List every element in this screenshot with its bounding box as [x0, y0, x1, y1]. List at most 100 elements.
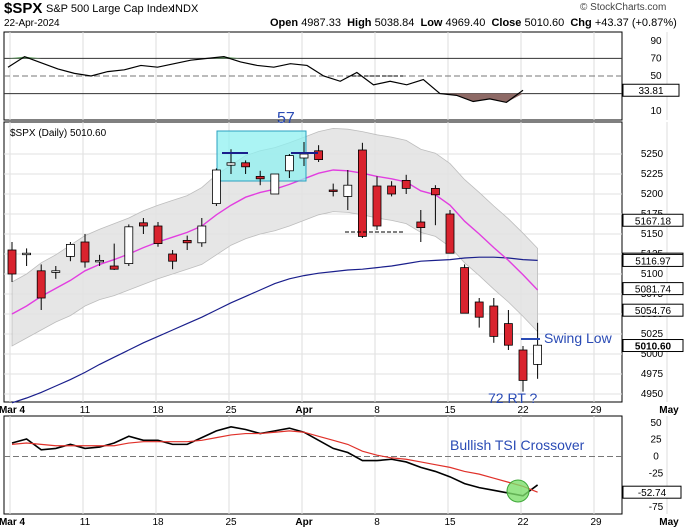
- candle-body: [211, 169, 221, 204]
- ohlc: Open 4987.33 High 5038.84 Low 4969.40 Cl…: [270, 17, 677, 29]
- candle: [416, 210, 426, 242]
- candle: [241, 160, 251, 174]
- price-tag-box: [622, 253, 684, 267]
- x-tick-label: Mar 4: [0, 405, 25, 416]
- candle-body: [357, 149, 367, 237]
- credit: © StockCharts.com: [580, 2, 667, 13]
- price-tag-box: [622, 282, 684, 296]
- price-tag-text: 5116.97: [635, 256, 671, 267]
- price-panel-frame: [3, 121, 623, 403]
- tsi-value-tag-text: -52.74: [638, 488, 667, 499]
- candle: [211, 168, 221, 206]
- candle: [182, 235, 192, 250]
- candle-body: [226, 162, 236, 166]
- candle: [343, 170, 353, 210]
- x-tick-label: 11: [80, 405, 91, 416]
- open-value: 4987.33: [301, 17, 341, 29]
- candle-body: [168, 253, 178, 262]
- candle: [445, 210, 455, 254]
- rsi-tick-label: 90: [650, 36, 662, 47]
- tsi-tick-label: 0: [653, 452, 659, 463]
- candle: [51, 266, 61, 279]
- candle: [401, 174, 411, 194]
- x-tick-label: 18: [152, 517, 164, 528]
- low-value: 4969.40: [445, 17, 486, 29]
- x-tick-label: 8: [374, 517, 380, 528]
- index-name: S&P 500 Large Cap Index: [46, 3, 174, 15]
- x-tick-label: 22: [517, 405, 529, 416]
- candle-body: [328, 189, 338, 192]
- candle-body: [489, 305, 499, 337]
- rt-label: 72 RT ?: [488, 390, 538, 406]
- x-tick-label: 11: [80, 517, 91, 528]
- price-tag: 5167.18: [622, 213, 684, 227]
- candle-body: [241, 162, 251, 168]
- candle-body: [153, 225, 163, 245]
- chg-label: Chg: [570, 17, 592, 29]
- candle-body: [109, 265, 119, 270]
- price-tick-label: 5150: [641, 229, 664, 240]
- candle-body: [7, 249, 17, 275]
- rsi-oversold-fill: [8, 93, 523, 103]
- x-tick-label: 8: [374, 405, 380, 416]
- rsi-tick-label: 70: [650, 53, 662, 64]
- crossover-circle: [506, 479, 530, 503]
- candle: [430, 185, 440, 226]
- candle: [284, 154, 294, 178]
- close-label: Close: [491, 17, 522, 29]
- candle: [328, 183, 338, 197]
- candle-body: [445, 213, 455, 254]
- high-label: High: [347, 17, 372, 29]
- candle-body: [430, 187, 440, 196]
- candle: [357, 142, 367, 238]
- candle-body: [182, 239, 192, 244]
- candle-body: [299, 153, 309, 159]
- price-tag-text: 5054.76: [635, 306, 672, 317]
- candle-body: [284, 155, 294, 172]
- tsi-value-tag-box: [622, 485, 682, 499]
- tsi-tick-label: -75: [649, 502, 664, 513]
- price-tick-label: 4975: [641, 369, 664, 380]
- candle-body: [533, 344, 542, 365]
- candle: [36, 264, 46, 310]
- x-tick-label: May: [659, 517, 679, 528]
- price-tick-label: 5225: [641, 169, 664, 180]
- x-tick-label: Apr: [295, 517, 312, 528]
- candle-body: [372, 185, 382, 227]
- candle-body: [270, 173, 280, 195]
- price-tag: 5116.97: [622, 253, 684, 267]
- candle: [255, 170, 265, 186]
- close-value: 5010.60: [524, 17, 565, 29]
- tsi-value-tag: -52.74: [622, 485, 682, 499]
- price-tag-text: 5081.74: [635, 285, 672, 296]
- candle-body: [343, 184, 353, 197]
- tsi-tick-label: 25: [650, 435, 662, 446]
- candle: [503, 310, 513, 350]
- rsi-layer: [7, 55, 524, 104]
- candle: [95, 254, 104, 266]
- rsi-value-tag-text: 33.81: [638, 86, 663, 97]
- x-tick-label: 25: [225, 405, 237, 416]
- candle-layer: [7, 142, 542, 392]
- x-tick-label: Apr: [295, 405, 312, 416]
- candle-body: [95, 259, 104, 263]
- tsi-tick-label: 50: [650, 418, 662, 429]
- candle-body: [255, 175, 265, 180]
- candle-body: [314, 150, 324, 161]
- low-label: Low: [420, 17, 443, 29]
- candle: [489, 298, 499, 343]
- x-tick-label: 25: [225, 517, 237, 528]
- swing-low-label: Swing Low: [544, 330, 613, 346]
- price-tag: 5054.76: [622, 303, 684, 317]
- chg-value: +43.37 (+0.87%): [594, 17, 677, 29]
- tsi-signal-line: [11, 430, 538, 493]
- candle: [518, 346, 528, 392]
- candle: [124, 224, 134, 266]
- candle: [314, 145, 324, 162]
- ma50-line: [11, 256, 538, 404]
- price-tag-box: [622, 339, 684, 353]
- price-tick-label: 5025: [641, 329, 664, 340]
- candle: [474, 298, 484, 328]
- price-tick-label: 4950: [641, 389, 664, 400]
